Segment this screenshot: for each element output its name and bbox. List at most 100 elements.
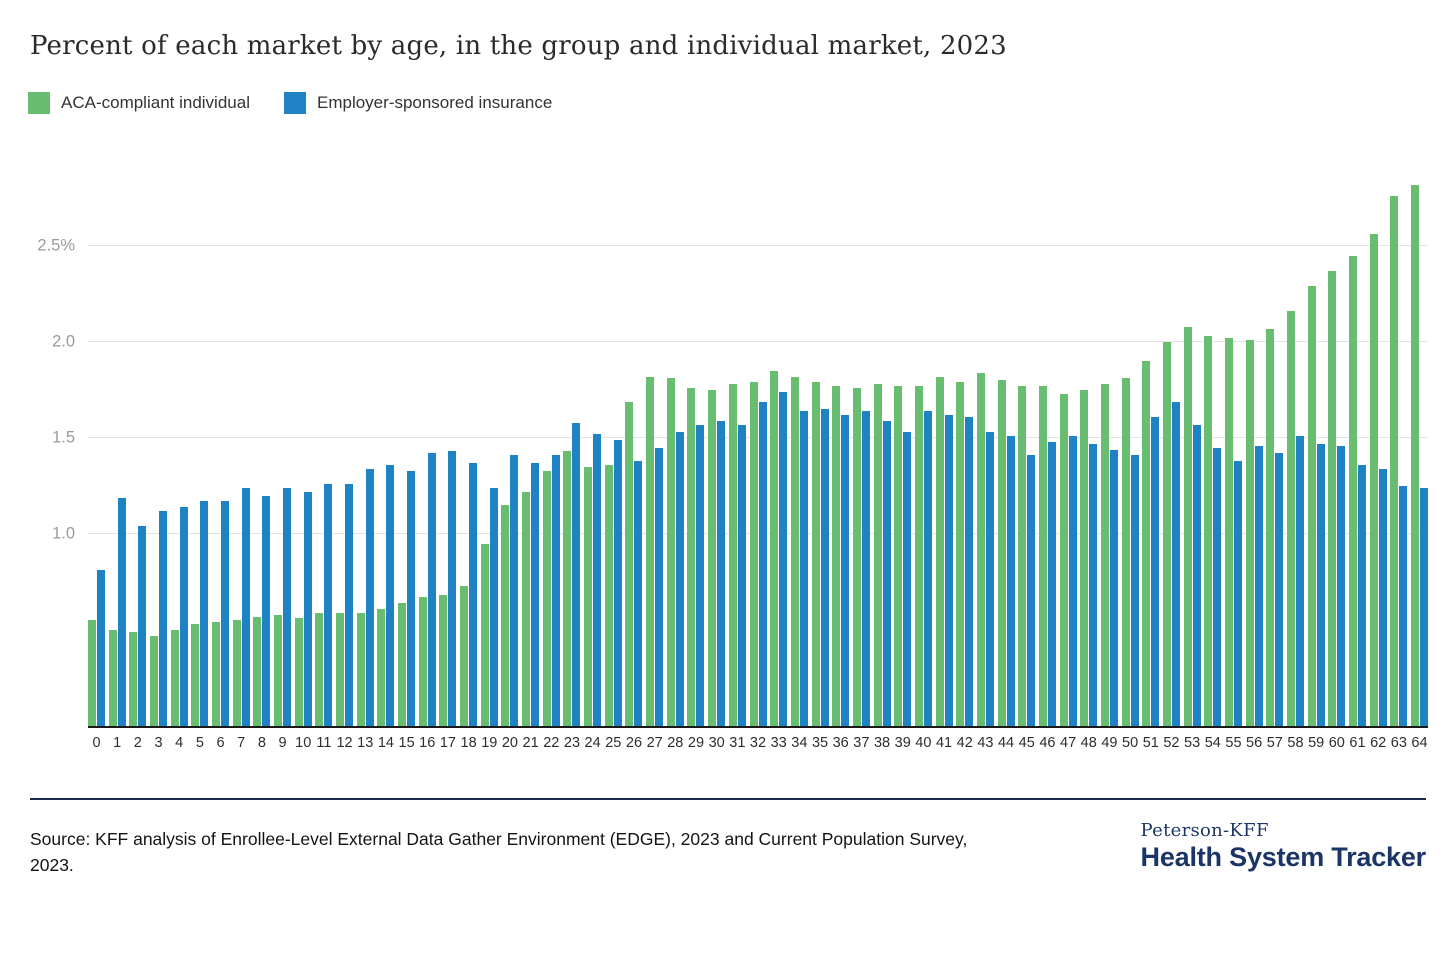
- bar-aca-age-29: [687, 388, 696, 726]
- bar-esi-age-33: [779, 391, 788, 726]
- x-axis-tick-label: 16: [419, 735, 436, 751]
- gridline-2: [88, 341, 1428, 342]
- bar-group-age-39: 39: [894, 386, 912, 751]
- plot-area: 1.0 1.5 2.0 2.5% 0 1 2 3 4 5 6 7 8 9 10 11 12 13 14 15 16 17 1…: [37, 182, 1428, 751]
- bar-esi-age-22: [551, 455, 560, 726]
- bar-aca-age-36: [832, 386, 841, 726]
- bar-aca-age-11: [315, 612, 324, 726]
- x-axis-tick-label: 61: [1349, 735, 1366, 751]
- bar-aca-age-39: [894, 386, 903, 726]
- bar-esi-age-15: [407, 470, 416, 726]
- bar-group-age-64: 64: [1411, 184, 1428, 751]
- bar-group-age-57: 57: [1266, 328, 1284, 751]
- bar-group-age-54: 54: [1204, 336, 1222, 751]
- bar-group-age-1: 1: [108, 497, 126, 751]
- bar-aca-age-23: [563, 451, 572, 726]
- bar-group-age-14: 14: [377, 464, 395, 751]
- bar-esi-age-4: [179, 507, 188, 726]
- bar-group-age-0: 0: [88, 570, 105, 751]
- bar-esi-age-12: [345, 484, 354, 726]
- x-axis-tick-label: 25: [605, 735, 622, 751]
- y-axis-tick-label: 1.0: [52, 524, 75, 543]
- x-axis-tick-label: 57: [1266, 735, 1283, 751]
- bar-group-age-41: 41: [935, 376, 953, 751]
- bar-esi-age-56: [1254, 445, 1263, 726]
- x-axis-tick-label: 50: [1122, 735, 1139, 751]
- x-axis-tick-label: 21: [522, 735, 539, 751]
- bar-esi-age-47: [1068, 436, 1077, 726]
- x-axis-tick-label: 26: [625, 735, 643, 751]
- bar-group-age-46: 46: [1038, 386, 1056, 751]
- bar-aca-age-49: [1100, 384, 1109, 726]
- x-axis-tick-label: 8: [257, 735, 266, 751]
- bar-group-age-62: 62: [1369, 234, 1387, 751]
- bar-group-age-36: 36: [832, 386, 850, 751]
- x-axis-tick-label: 4: [175, 735, 184, 751]
- bar-aca-age-53: [1183, 326, 1192, 726]
- bar-esi-age-52: [1171, 401, 1180, 726]
- bar-aca-age-32: [749, 382, 758, 726]
- bar-aca-age-0: [88, 620, 96, 726]
- bar-group-age-8: 8: [253, 495, 271, 751]
- bar-esi-age-3: [159, 510, 168, 726]
- bar-aca-age-13: [356, 612, 365, 726]
- bar-esi-age-61: [1357, 464, 1366, 726]
- bar-group-age-21: 21: [522, 462, 540, 751]
- footer-divider: [30, 798, 1426, 800]
- x-axis-tick-label: 48: [1080, 735, 1097, 751]
- x-axis-tick-label: 60: [1328, 735, 1345, 751]
- chart-title: Percent of each market by age, in the gr…: [30, 31, 1007, 61]
- bar-aca-age-56: [1245, 340, 1254, 726]
- bar-esi-age-1: [117, 497, 126, 726]
- gridline-1: [88, 533, 1428, 534]
- bar-aca-age-8: [253, 616, 262, 726]
- bar-esi-age-9: [283, 487, 292, 726]
- x-axis-tick-label: 3: [154, 735, 163, 751]
- bar-aca-age-45: [1018, 386, 1027, 726]
- bar-aca-age-46: [1038, 386, 1047, 726]
- bar-group-age-34: 34: [790, 376, 808, 751]
- bar-esi-age-50: [1130, 455, 1139, 726]
- bar-esi-age-16: [427, 453, 436, 726]
- bar-esi-age-2: [138, 526, 147, 726]
- x-axis-tick-label: 33: [770, 735, 787, 751]
- bar-esi-age-30: [717, 420, 726, 726]
- bar-group-age-53: 53: [1183, 326, 1201, 751]
- bar-aca-age-14: [377, 608, 386, 726]
- x-axis-tick-label: 59: [1308, 735, 1325, 751]
- bar-aca-age-43: [976, 372, 985, 726]
- bar-group-age-44: 44: [997, 380, 1015, 751]
- bar-esi-age-51: [1151, 416, 1160, 726]
- bar-group-age-22: 22: [542, 455, 560, 751]
- bar-esi-age-58: [1295, 436, 1304, 726]
- bar-aca-age-40: [914, 386, 923, 726]
- bar-group-age-5: 5: [191, 501, 209, 751]
- bar-group-age-52: 52: [1162, 342, 1180, 751]
- x-axis-tick-label: 5: [195, 735, 204, 751]
- x-axis-tick-label: 51: [1142, 735, 1159, 751]
- bar-group-age-42: 42: [956, 382, 974, 751]
- bar-group-age-60: 60: [1328, 270, 1346, 751]
- x-axis-tick-label: 31: [729, 735, 746, 751]
- x-axis-tick-label: 32: [749, 735, 767, 751]
- bar-esi-age-5: [200, 501, 209, 726]
- bar-esi-age-37: [861, 411, 870, 726]
- bar-group-age-50: 50: [1121, 378, 1139, 751]
- bar-esi-age-42: [965, 416, 974, 726]
- bar-chart: 1.0 1.5 2.0 2.5% 0 1 2 3 4 5 6 7 8 9 10 11 12 13 14 15 16 17 1…: [37, 182, 1456, 751]
- legend-label-esi: Employer-sponsored insurance: [316, 93, 553, 112]
- bar-group-age-61: 61: [1348, 255, 1366, 751]
- bar-esi-age-7: [241, 487, 250, 726]
- bar-esi-age-10: [303, 491, 312, 726]
- bar-esi-age-44: [1006, 436, 1015, 726]
- bar-group-age-27: 27: [646, 376, 664, 751]
- bar-group-age-6: 6: [212, 501, 230, 751]
- bar-group-age-13: 13: [356, 468, 374, 751]
- bar-group-age-29: 29: [687, 388, 705, 751]
- bar-aca-age-7: [232, 620, 241, 726]
- bar-aca-age-12: [336, 612, 345, 726]
- bar-group-age-31: 31: [728, 384, 746, 751]
- bar-esi-age-23: [572, 422, 581, 726]
- bar-aca-age-62: [1369, 234, 1378, 726]
- bar-group-age-20: 20: [501, 455, 519, 751]
